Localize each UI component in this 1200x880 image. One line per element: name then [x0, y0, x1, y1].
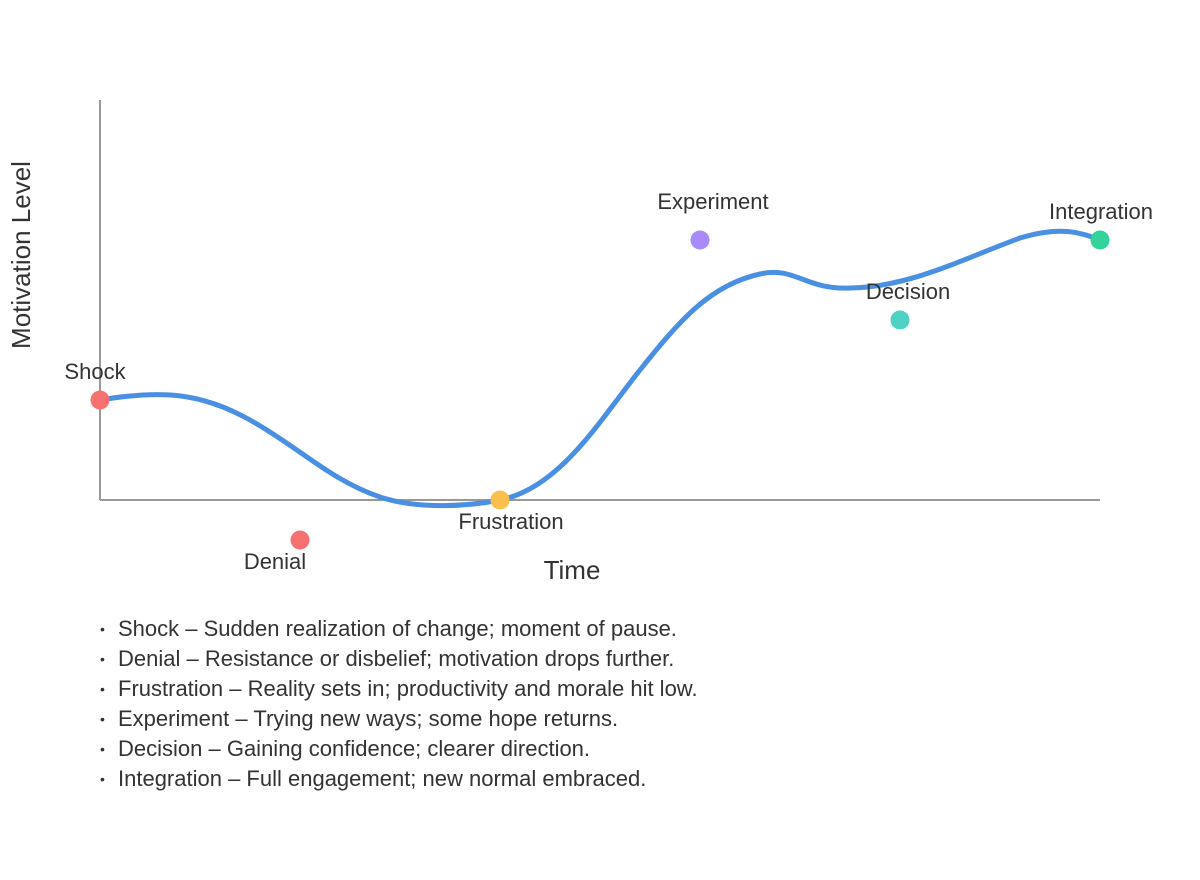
stage-dot-frustration	[490, 490, 510, 510]
stage-label-experiment: Experiment	[657, 189, 768, 214]
note-text: Frustration – Reality sets in; productiv…	[118, 676, 698, 701]
note-item: • Integration – Full engagement; new norm…	[100, 764, 698, 794]
stage-dot-shock	[90, 390, 110, 410]
stage-label-shock: Shock	[64, 359, 126, 384]
x-axis-title: Time	[544, 555, 601, 585]
bullet-icon: •	[100, 771, 105, 787]
note-text: Shock – Sudden realization of change; mo…	[118, 616, 677, 641]
bullet-icon: •	[100, 651, 105, 667]
note-item: • Decision – Gaining confidence; clearer …	[100, 734, 698, 764]
note-text: Experiment – Trying new ways; some hope …	[118, 706, 619, 731]
bullet-icon: •	[100, 741, 105, 757]
stage-dot-denial	[290, 530, 310, 550]
note-item: • Shock – Sudden realization of change; m…	[100, 614, 698, 644]
bullet-icon: •	[100, 681, 105, 697]
bullet-icon: •	[100, 621, 105, 637]
note-item: • Experiment – Trying new ways; some hope…	[100, 704, 698, 734]
bullet-icon: •	[100, 711, 105, 727]
note-text: Decision – Gaining confidence; clearer d…	[118, 736, 591, 761]
stage-label-decision: Decision	[866, 279, 950, 304]
stage-dot-integration	[1090, 230, 1110, 250]
stage-label-integration: Integration	[1049, 199, 1153, 224]
change-curve-diagram: Shock Denial Frustration Experiment Deci…	[6, 100, 1153, 585]
stage-label-denial: Denial	[244, 549, 306, 574]
stage-dot-decision	[890, 310, 910, 330]
note-item: • Frustration – Reality sets in; producti…	[100, 674, 698, 704]
note-text: Integration – Full engagement; new norma…	[118, 766, 647, 791]
y-axis-title: Motivation Level	[6, 161, 36, 349]
note-item: • Denial – Resistance or disbelief; motiv…	[100, 644, 698, 674]
stage-dot-experiment	[690, 230, 710, 250]
stage-notes-list: • Shock – Sudden realization of change; m…	[100, 614, 698, 794]
stage-label-frustration: Frustration	[458, 509, 563, 534]
note-text: Denial – Resistance or disbelief; motiva…	[118, 646, 675, 671]
motivation-curve	[97, 228, 1103, 509]
